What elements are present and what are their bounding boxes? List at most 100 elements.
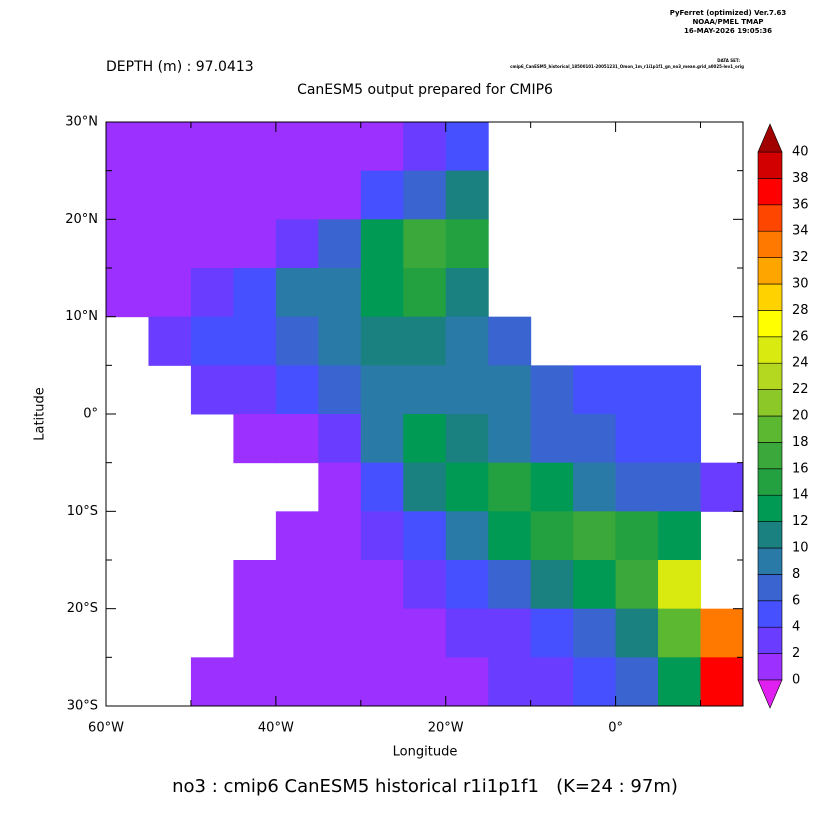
cell — [658, 560, 702, 610]
colorbar-label: 14 — [792, 488, 809, 503]
colorbar-label: 38 — [792, 171, 809, 186]
y-tick-label: 20°N — [65, 212, 98, 227]
cell — [658, 365, 702, 415]
cell — [233, 365, 277, 415]
cell — [488, 511, 532, 561]
cell — [360, 122, 404, 172]
depth: DEPTH (m) : 97.0413 — [106, 59, 254, 75]
colorbar-label: 0 — [792, 673, 800, 688]
colorbar-label: 28 — [792, 303, 809, 318]
cell — [106, 219, 149, 269]
colorbar-label: 40 — [792, 145, 809, 160]
x-axis-label: Longitude — [393, 745, 458, 760]
date: 16-MAY-2026 19:05:36 — [684, 27, 772, 35]
cell — [445, 268, 489, 318]
cell — [403, 316, 447, 366]
cell — [403, 122, 447, 172]
cell — [360, 316, 404, 366]
cell — [233, 219, 277, 269]
cell — [445, 365, 489, 415]
cell — [700, 462, 744, 512]
colorbar-swatch — [757, 468, 783, 496]
cell — [700, 657, 744, 707]
x-tick-label: 40°W — [258, 721, 294, 736]
cell — [233, 316, 277, 366]
cell — [275, 511, 319, 561]
cell — [275, 170, 319, 220]
colorbar-label: 6 — [792, 593, 800, 608]
cell — [700, 608, 744, 658]
cell — [488, 608, 532, 658]
cell — [488, 316, 532, 366]
footer: no3 : cmip6 CanESM5 historical r1i1p1f1 … — [172, 776, 678, 797]
cell — [148, 268, 192, 318]
cell — [530, 657, 574, 707]
cell — [190, 316, 234, 366]
cell — [573, 560, 617, 610]
cell — [615, 414, 659, 464]
colorbar-over — [757, 123, 783, 153]
cell — [403, 462, 447, 512]
cell — [148, 122, 192, 172]
colorbar-swatch — [757, 230, 783, 258]
cell — [658, 462, 702, 512]
colorbar-swatch — [757, 151, 783, 179]
colorbar-swatch — [757, 178, 783, 206]
cell — [658, 608, 702, 658]
cell — [360, 657, 404, 707]
cell — [360, 414, 404, 464]
cell — [318, 365, 362, 415]
cell — [488, 657, 532, 707]
cell — [403, 608, 447, 658]
y-tick-label: 20°S — [67, 601, 98, 616]
x-tick-label: 0° — [608, 721, 623, 736]
colorbar-swatch — [757, 574, 783, 602]
cell — [488, 365, 532, 415]
cell — [615, 560, 659, 610]
cell — [573, 657, 617, 707]
y-tick-label: 10°S — [67, 504, 98, 519]
colorbar-label: 30 — [792, 277, 809, 292]
org: NOAA/PMEL TMAP — [692, 18, 763, 26]
cell — [403, 219, 447, 269]
cell — [233, 122, 277, 172]
cell — [190, 657, 234, 707]
x-tick-label: 60°W — [88, 721, 124, 736]
cell — [318, 316, 362, 366]
cell — [403, 511, 447, 561]
cell — [445, 122, 489, 172]
cell — [190, 219, 234, 269]
colorbar-label: 16 — [792, 461, 809, 476]
colorbar-label: 24 — [792, 356, 809, 371]
cell — [615, 462, 659, 512]
cell — [190, 268, 234, 318]
colorbar-label: 4 — [792, 620, 800, 635]
colorbar-swatch — [757, 257, 783, 285]
cell — [148, 219, 192, 269]
cell — [360, 170, 404, 220]
colorbar-label: 32 — [792, 250, 809, 265]
cell — [530, 560, 574, 610]
cell — [318, 560, 362, 610]
colorbar-swatch — [757, 362, 783, 390]
cell — [318, 462, 362, 512]
cell — [360, 268, 404, 318]
cell — [445, 219, 489, 269]
cell — [318, 511, 362, 561]
dataset-label: DATA SET: — [717, 58, 740, 63]
cell — [573, 414, 617, 464]
y-tick-label: 30°N — [65, 115, 98, 130]
cell — [403, 657, 447, 707]
cell — [106, 268, 149, 318]
cell — [658, 657, 702, 707]
y-axis-label: Latitude — [33, 387, 48, 441]
cell — [275, 316, 319, 366]
cell — [488, 414, 532, 464]
cell — [360, 560, 404, 610]
cell — [233, 268, 277, 318]
cell — [445, 170, 489, 220]
colorbar-swatch — [757, 521, 783, 549]
cell — [445, 414, 489, 464]
colorbar-swatch — [757, 283, 783, 311]
cell — [445, 511, 489, 561]
